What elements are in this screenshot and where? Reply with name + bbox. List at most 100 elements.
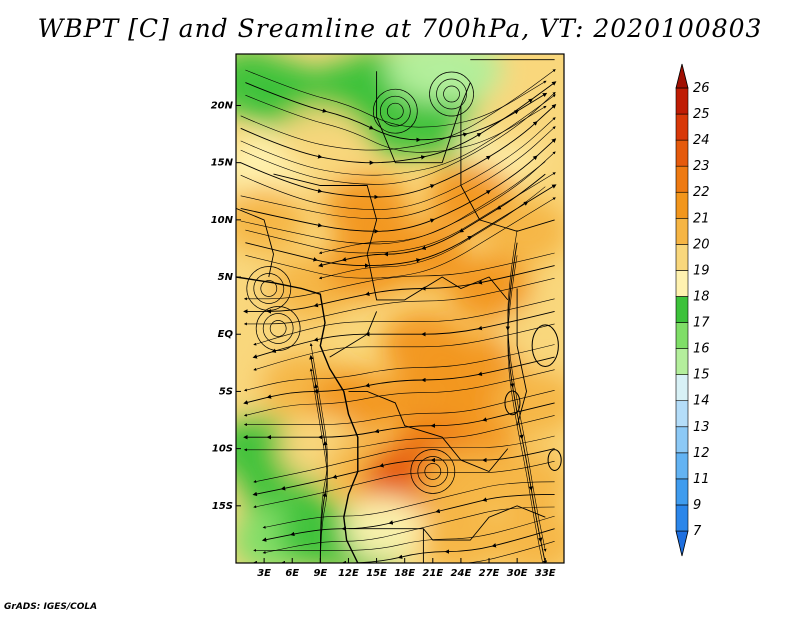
vortex-streamline bbox=[269, 320, 287, 337]
vortex-streamline bbox=[379, 95, 411, 127]
y-tick-label: 15S bbox=[212, 501, 233, 512]
lake-outline bbox=[547, 449, 562, 471]
streamline bbox=[261, 493, 555, 542]
streamline bbox=[309, 343, 328, 551]
colorbar-label: 12 bbox=[693, 446, 710, 461]
vortex-streamline bbox=[386, 102, 404, 120]
streamline bbox=[262, 481, 555, 529]
footer-credit: GrADS: IGES/COLA bbox=[4, 602, 98, 612]
colorbar-swatch bbox=[675, 426, 689, 454]
x-tick-label: 27E bbox=[479, 568, 500, 579]
colorbar-label: 18 bbox=[693, 289, 710, 304]
colorbar-label: 15 bbox=[693, 368, 710, 383]
streamline bbox=[243, 369, 555, 417]
colorbar-label: 11 bbox=[693, 472, 710, 487]
colorbar-label: 19 bbox=[693, 263, 710, 278]
colorbar-label: 16 bbox=[693, 342, 710, 357]
colorbar-label: 20 bbox=[693, 237, 710, 252]
streamline bbox=[318, 173, 546, 268]
colorbar-label: 9 bbox=[693, 498, 701, 513]
y-tick-label: 5S bbox=[219, 386, 233, 397]
colorbar-swatch bbox=[675, 139, 689, 167]
colorbar-swatch bbox=[675, 504, 689, 532]
x-tick-label: 6E bbox=[285, 568, 299, 579]
x-tick-label: 30E bbox=[507, 568, 528, 579]
x-tick-label: 9E bbox=[313, 568, 327, 579]
colorbar-label: 14 bbox=[693, 394, 710, 409]
x-tick-label: 24E bbox=[451, 568, 472, 579]
colorbar-swatch bbox=[675, 322, 689, 349]
y-axis: 20N 15N 10N 5N EQ 5S 10S 15S bbox=[211, 100, 241, 512]
x-tick-label: 21E bbox=[422, 568, 443, 579]
colorbar-swatch bbox=[675, 217, 689, 245]
streamlines bbox=[240, 69, 557, 563]
country-border bbox=[236, 207, 274, 278]
streamline bbox=[505, 242, 548, 563]
streamline bbox=[253, 298, 555, 346]
streamline bbox=[309, 354, 328, 563]
streamline bbox=[243, 356, 555, 405]
streamline bbox=[253, 323, 555, 371]
colorbar-swatch bbox=[675, 270, 689, 297]
colorbar-label: 23 bbox=[693, 159, 710, 174]
colorbar: 7 9 11 12 13 14 15 16 17 18 19 20 21 22 23 24 25 26 bbox=[675, 63, 710, 557]
streamline bbox=[252, 528, 555, 563]
wbpt-region bbox=[493, 368, 564, 437]
y-tick-label: 15N bbox=[211, 158, 234, 169]
vortex-streamline bbox=[246, 266, 292, 311]
vortex-streamline bbox=[436, 78, 467, 110]
vortex-streamline bbox=[262, 313, 294, 344]
x-tick-label: 15E bbox=[366, 568, 387, 579]
x-tick-label: 3E bbox=[257, 568, 271, 579]
colorbar-swatch bbox=[675, 348, 689, 375]
vortex-streamline bbox=[443, 85, 460, 103]
x-tick-label: 12E bbox=[338, 568, 359, 579]
vortex-streamline bbox=[255, 306, 301, 351]
streamline bbox=[309, 368, 328, 563]
colorbar-swatch bbox=[675, 87, 689, 115]
colorbar-label: 13 bbox=[693, 420, 710, 435]
streamline bbox=[262, 506, 555, 554]
x-tick-label: 18E bbox=[394, 568, 415, 579]
wbpt-region bbox=[484, 197, 564, 266]
vortex-streamline bbox=[372, 88, 418, 134]
streamline bbox=[252, 310, 555, 359]
y-tick-label: 10S bbox=[212, 444, 233, 455]
colorbar-swatch bbox=[675, 191, 689, 219]
colorbar-swatch bbox=[675, 113, 689, 141]
streamline bbox=[243, 265, 555, 314]
colorbar-low-triangle bbox=[675, 530, 689, 557]
colorbar-high-triangle bbox=[675, 63, 689, 89]
y-tick-label: 10N bbox=[211, 215, 234, 226]
wbpt-region bbox=[503, 300, 564, 369]
map-frame bbox=[235, 53, 565, 564]
wbpt-region bbox=[236, 185, 307, 254]
streamline bbox=[318, 161, 546, 255]
colorbar-swatch bbox=[675, 165, 689, 193]
map-panel bbox=[236, 54, 564, 563]
colorbar-label: 21 bbox=[693, 211, 710, 226]
colorbar-label: 25 bbox=[693, 107, 710, 122]
colorbar-label: 17 bbox=[693, 316, 710, 331]
vortex-streamline bbox=[417, 456, 449, 487]
wbpt-region bbox=[278, 105, 363, 174]
colorbar-swatch bbox=[675, 244, 689, 271]
colorbar-swatch bbox=[675, 478, 689, 506]
streamline bbox=[464, 541, 555, 563]
x-axis: 3E 6E 9E 12E 15E 18E 21E 24E 27E 30E 33E bbox=[257, 558, 556, 579]
colorbar-swatch bbox=[675, 400, 689, 428]
streamline bbox=[253, 515, 555, 552]
colorbar-swatch bbox=[675, 452, 689, 480]
streamline bbox=[318, 186, 546, 280]
vortex-streamline bbox=[424, 463, 442, 480]
y-tick-label: EQ bbox=[218, 329, 234, 340]
vortex-streamline bbox=[429, 71, 474, 117]
chart-title: WBPT [C] and Sreamline at 700hPa, VT: 20… bbox=[37, 14, 763, 43]
colorbar-swatch bbox=[675, 374, 689, 402]
streamline bbox=[507, 230, 547, 552]
y-tick-label: 20N bbox=[211, 100, 234, 111]
streamline bbox=[243, 277, 555, 326]
colorbar-label: 26 bbox=[693, 81, 710, 96]
vortex-streamline bbox=[260, 280, 278, 297]
